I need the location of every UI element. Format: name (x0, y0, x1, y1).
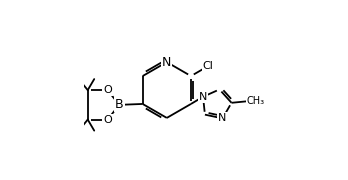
Text: N: N (199, 92, 207, 102)
Text: O: O (103, 85, 112, 95)
Text: N: N (162, 56, 172, 69)
Text: B: B (115, 98, 124, 111)
Text: Cl: Cl (203, 61, 214, 71)
Text: CH₃: CH₃ (247, 96, 265, 106)
Text: O: O (103, 115, 112, 125)
Text: N: N (218, 113, 227, 123)
